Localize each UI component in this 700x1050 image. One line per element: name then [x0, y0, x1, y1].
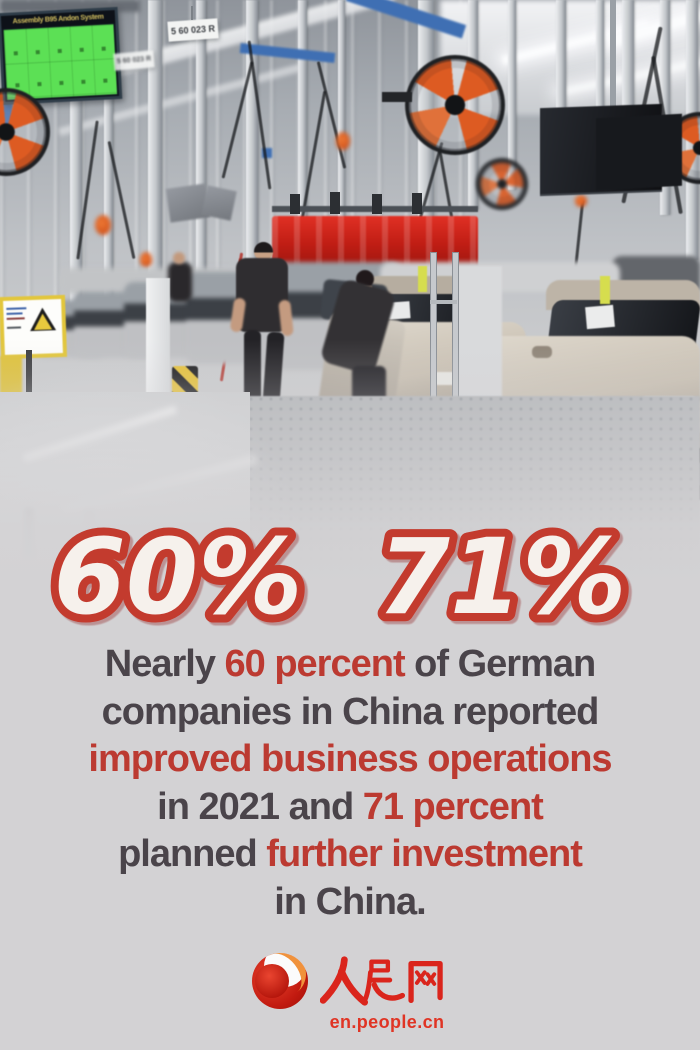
- caption-line: in China.: [0, 879, 700, 927]
- caption-line: planned further investment: [0, 831, 700, 879]
- people-daily-logo: en.people.cn: [0, 952, 700, 1033]
- caption-line: in 2021 and 71 percent: [0, 784, 700, 832]
- logo-row: [252, 952, 448, 1010]
- char-ren-stroke: [320, 956, 348, 1004]
- stat-60: 60%: [54, 516, 303, 638]
- caption-segment-highlight: further investment: [266, 833, 583, 875]
- char-wang-stroke: [408, 960, 443, 1003]
- logo-site-url: en.people.cn: [329, 1012, 445, 1032]
- caption-segment: planned: [118, 833, 267, 875]
- stat-71: 71%: [378, 516, 627, 638]
- caption-line: companies in China reported: [0, 689, 700, 737]
- caption-segment-highlight: 60 percent: [224, 643, 406, 685]
- caption-line: Nearly 60 percent of German: [0, 641, 700, 689]
- photo-fade: [0, 0, 700, 585]
- char-wang-stroke: [425, 972, 437, 986]
- caption-segment: of German: [404, 643, 596, 685]
- caption-segment: Nearly: [104, 643, 225, 685]
- caption-segment-highlight: 71 percent: [362, 785, 544, 828]
- stat-numbers: 60% 71%: [46, 508, 635, 645]
- caption-segment: companies in China reported: [101, 690, 600, 733]
- caption-line: improved business operations: [0, 736, 700, 784]
- logo-globe-icon: [252, 953, 308, 1009]
- char-wang-stroke: [414, 970, 427, 985]
- caption-text: Nearly 60 percent of German companies in…: [0, 641, 700, 926]
- char-ren-stroke: [338, 967, 369, 1006]
- factory-photo: Assembly B95 Andon System 5 60 023 R 5 6…: [0, 0, 700, 585]
- caption-segment: in China.: [274, 880, 426, 923]
- char-min-stroke: [369, 959, 391, 973]
- logo-chinese-chars: [320, 956, 443, 1006]
- caption-segment-highlight: improved business operations: [88, 738, 612, 780]
- globe-red-ball: [255, 964, 289, 998]
- char-min-stroke: [363, 969, 373, 1001]
- caption-segment: in 2021 and: [157, 785, 363, 828]
- char-min-stroke: [371, 982, 406, 1001]
